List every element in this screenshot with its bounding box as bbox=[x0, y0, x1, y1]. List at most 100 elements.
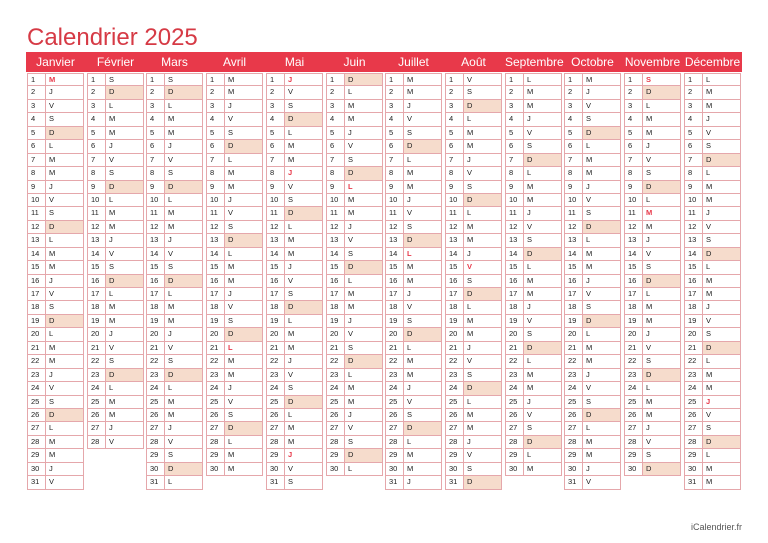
day-number: 25 bbox=[568, 396, 577, 406]
day-box bbox=[284, 220, 323, 234]
weekday-letter: S bbox=[646, 356, 652, 366]
day-box bbox=[523, 408, 562, 422]
day-box bbox=[702, 220, 741, 234]
day-number: 16 bbox=[568, 275, 577, 285]
day-box bbox=[523, 234, 562, 247]
footer-credit: iCalendrier.fr bbox=[690, 522, 742, 532]
weekday-letter: S bbox=[348, 248, 354, 258]
weekday-letter: V bbox=[646, 342, 652, 352]
day-box bbox=[224, 180, 263, 193]
day-number: 5 bbox=[330, 127, 335, 137]
weekday-letter: S bbox=[109, 262, 115, 272]
weekday-letter: D bbox=[168, 87, 174, 97]
day-cell: 28 L bbox=[385, 435, 442, 450]
day-box bbox=[523, 274, 562, 287]
day-number: 7 bbox=[509, 154, 514, 164]
weekday-letter: S bbox=[527, 423, 533, 433]
day-box bbox=[582, 382, 621, 395]
day-box bbox=[463, 86, 502, 99]
day-number: 3 bbox=[210, 100, 215, 110]
day-box bbox=[344, 382, 383, 395]
weekday-letter: J bbox=[168, 423, 172, 433]
day-number: 26 bbox=[509, 409, 518, 419]
day-number: 19 bbox=[568, 315, 577, 325]
day-box bbox=[344, 193, 383, 207]
day-number: 19 bbox=[628, 315, 637, 325]
day-cell: 13 J bbox=[87, 234, 144, 248]
day-box bbox=[344, 435, 383, 449]
day-number: 31 bbox=[150, 477, 159, 487]
day-box bbox=[403, 341, 442, 355]
day-box bbox=[45, 476, 84, 489]
day-box bbox=[523, 435, 562, 449]
weekday-letter: J bbox=[706, 208, 710, 218]
day-number: 27 bbox=[628, 423, 637, 433]
day-number: 11 bbox=[628, 208, 636, 218]
day-number: 3 bbox=[568, 100, 573, 110]
weekday-letter: J bbox=[109, 329, 113, 339]
day-number: 4 bbox=[330, 114, 335, 124]
weekday-letter: J bbox=[109, 235, 113, 245]
weekday-letter: L bbox=[586, 329, 591, 339]
day-box bbox=[403, 113, 442, 126]
day-box bbox=[224, 341, 263, 355]
weekday-letter: M bbox=[527, 289, 534, 298]
day-box bbox=[224, 86, 263, 99]
day-box bbox=[582, 247, 621, 261]
day-number: 12 bbox=[688, 221, 697, 231]
weekday-letter: S bbox=[228, 127, 234, 137]
day-cell: 15 V bbox=[445, 261, 502, 275]
day-box bbox=[344, 113, 383, 126]
day-box bbox=[224, 247, 263, 261]
day-number: 8 bbox=[150, 168, 155, 178]
day-box bbox=[642, 126, 681, 140]
day-cell: 19 M bbox=[445, 314, 502, 329]
day-cell: 11 D bbox=[266, 207, 323, 221]
weekday-letter: D bbox=[168, 275, 174, 285]
day-number: 7 bbox=[91, 154, 96, 164]
day-number: 29 bbox=[688, 450, 697, 460]
day-box bbox=[164, 86, 203, 99]
day-number: 24 bbox=[628, 383, 637, 393]
day-number: 4 bbox=[449, 114, 454, 124]
weekday-letter: L bbox=[49, 141, 54, 151]
day-number: 18 bbox=[270, 302, 279, 312]
day-box bbox=[164, 247, 203, 261]
day-box bbox=[702, 382, 741, 395]
day-box bbox=[45, 99, 84, 113]
day-box bbox=[105, 328, 144, 341]
weekday-letter: J bbox=[467, 248, 471, 258]
weekday-letter: M bbox=[228, 168, 235, 178]
day-box bbox=[224, 113, 263, 126]
day-box bbox=[45, 193, 84, 207]
day-box bbox=[45, 261, 84, 274]
day-box bbox=[582, 435, 621, 449]
day-cell: 14 S bbox=[326, 247, 383, 262]
day-cell: 29 D bbox=[326, 449, 383, 463]
day-number: 11 bbox=[210, 208, 218, 218]
day-cell: 15 M bbox=[27, 261, 84, 275]
day-cell: 28 V bbox=[87, 435, 144, 450]
weekday-letter: V bbox=[467, 262, 473, 272]
day-number: 14 bbox=[150, 248, 159, 258]
weekday-letter: L bbox=[168, 477, 173, 487]
day-cell: 15 M bbox=[564, 261, 621, 275]
day-box bbox=[344, 301, 383, 314]
day-cell: 19 M bbox=[624, 314, 681, 329]
day-box bbox=[463, 435, 502, 449]
day-cell: 22 M bbox=[385, 355, 442, 369]
day-number: 16 bbox=[628, 275, 637, 285]
weekday-letter: J bbox=[407, 194, 411, 204]
day-cell: 27 L bbox=[27, 422, 84, 436]
day-number: 14 bbox=[509, 248, 518, 258]
day-box bbox=[224, 261, 263, 274]
day-cell: 29 M bbox=[27, 449, 84, 463]
day-number: 16 bbox=[449, 275, 458, 285]
